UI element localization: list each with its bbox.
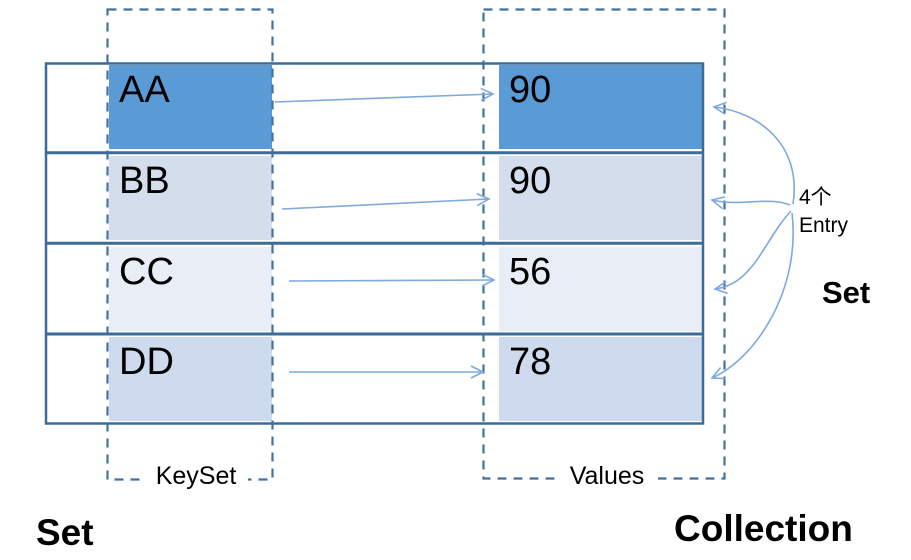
arrow-aa-to-90	[274, 87, 495, 103]
arrow-cc-to-56	[288, 273, 496, 287]
key-cell-row1: AA	[109, 65, 272, 149]
value-cell-row3: 56	[499, 247, 703, 331]
key-cell-row3: CC	[109, 247, 272, 331]
key-cell-row2: BB	[109, 156, 272, 240]
collection-label: Collection	[674, 508, 853, 549]
entry-count-line1: 4个	[799, 186, 832, 209]
keyset-label: KeySet	[144, 462, 248, 491]
entry-curve-row1	[712, 101, 795, 205]
entry-curve-row4	[710, 212, 794, 380]
value-cell-row4: 78	[499, 337, 703, 421]
entry-count-line2: Entry	[799, 214, 849, 237]
entry-curve-row2	[710, 196, 791, 210]
entry-curve-row3	[713, 210, 792, 295]
value-cell-row1: 90	[499, 65, 703, 149]
arrow-bb-to-90	[281, 192, 491, 210]
entry-fanout-arrows	[710, 101, 795, 380]
values-label: Values	[556, 462, 658, 491]
value-cell-row2: 90	[499, 156, 703, 240]
set-bottom-left-label: Set	[36, 512, 94, 553]
entry-count-label: 4个 Entry	[799, 184, 848, 240]
key-to-value-arrows	[274, 87, 496, 379]
set-right-label: Set	[822, 275, 871, 310]
key-cell-row4: DD	[109, 337, 272, 421]
